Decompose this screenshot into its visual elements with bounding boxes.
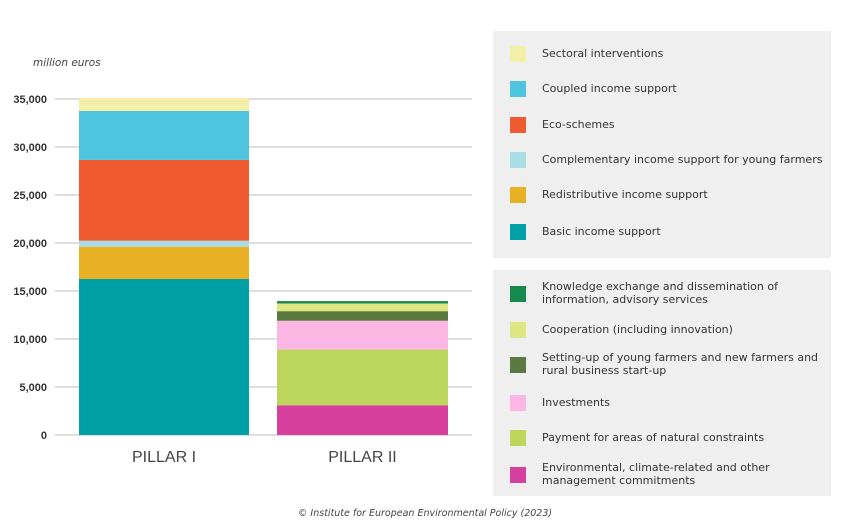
legend-swatch [510,152,526,168]
legend-item: Sectoral interventions [510,46,832,62]
y-tick-label: 35,000 [13,94,47,106]
bar-segment [79,279,249,435]
bar-segment [79,246,249,279]
legend-swatch [510,187,526,203]
legend-item: Investments [510,395,832,411]
legend-label: Knowledge exchange and dissemination of … [542,280,778,306]
legend-item: Setting-up of young farmers and new farm… [510,351,832,377]
legend-item: Coupled income support [510,81,832,97]
legend-item: Knowledge exchange and dissemination of … [510,280,832,306]
copyright-credit: © Institute for European Environmental P… [297,508,553,519]
bar-segment [79,98,249,111]
legend-swatch [510,395,526,411]
legend-label: Complementary income support for young f… [542,152,823,166]
x-category-label: PILLAR II [328,449,396,466]
bar-segment [79,240,249,247]
legend-item: Payment for areas of natural constraints [510,430,832,446]
y-tick-label: 15,000 [13,286,47,298]
legend-pillar-2: Knowledge exchange and dissemination of … [493,270,831,496]
y-tick-label: 25,000 [13,190,47,202]
bar-segment [277,311,448,321]
legend-item: Environmental, climate-related and other… [510,461,832,487]
bar-segment [79,111,249,160]
bar-segment [277,349,448,406]
legend-swatch [510,81,526,97]
y-axis-unit-label: million euros [33,57,101,69]
legend-swatch [510,466,526,483]
legend-swatch [510,117,526,133]
y-tick-label: 30,000 [13,142,47,154]
legend-swatch [510,46,526,62]
legend-item: Redistributive income support [510,187,832,203]
bar-segment [277,303,448,312]
legend-label: Environmental, climate-related and other… [542,461,770,487]
bar-segment [277,405,448,435]
legend-swatch [510,224,526,240]
y-tick-label: 0 [41,430,47,442]
bar-segment [277,301,448,304]
legend-item: Basic income support [510,224,832,240]
bar-segment [277,320,448,350]
y-tick-label: 10,000 [13,334,47,346]
legend-label: Cooperation (including innovation) [542,322,733,336]
legend-item: Eco-schemes [510,117,832,133]
legend-swatch [510,322,526,338]
legend-pillar-1: Sectoral interventions Coupled income sup… [493,31,831,258]
legend-label: Basic income support [542,224,661,238]
legend-label: Coupled income support [542,81,677,95]
legend-label: Sectoral interventions [542,46,664,60]
y-tick-label: 5,000 [19,382,47,394]
legend-swatch [510,430,526,446]
legend-label: Payment for areas of natural constraints [542,430,765,444]
legend-label: Setting-up of young farmers and new farm… [542,351,819,377]
x-category-label: PILLAR I [132,449,196,466]
stacked-bar-chart: 0 5,000 10,000 15,000 20,000 25,000 30,000 35,0… [13,94,472,466]
legend-item: Complementary income support for young f… [510,152,832,168]
y-tick-label: 20,000 [13,238,47,250]
legend-label: Redistributive income support [542,187,708,201]
legend-item: Cooperation (including innovation) [510,322,832,338]
bar-segment [79,159,249,241]
legend-swatch [510,356,526,373]
legend-swatch [510,285,526,302]
legend-label: Eco-schemes [542,117,615,131]
legend-label: Investments [542,395,611,409]
